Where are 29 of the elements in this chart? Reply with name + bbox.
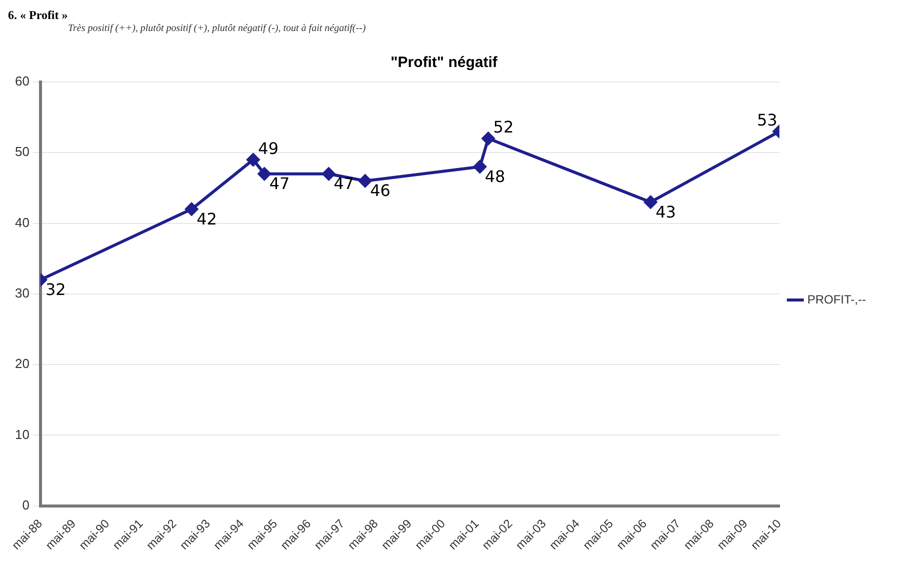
point bbox=[473, 160, 486, 174]
data-label: 49 bbox=[258, 138, 279, 158]
text: Très positif (++), plutôt positif (+), plutôt négatif (-), tout à fait négatif(--) bbox=[68, 23, 367, 34]
point bbox=[185, 202, 198, 216]
y-tick-label: 40 bbox=[14, 214, 30, 230]
data-label: 42 bbox=[196, 209, 217, 228]
y-tick-label: 20 bbox=[14, 356, 30, 372]
point bbox=[322, 167, 336, 180]
data-label: 48 bbox=[484, 166, 506, 186]
y-tick-label: 60 bbox=[14, 74, 30, 89]
point bbox=[644, 196, 658, 209]
data-label: 46 bbox=[370, 181, 390, 200]
data-label: 32 bbox=[45, 280, 66, 299]
y-tick-label: 50 bbox=[14, 144, 30, 160]
point bbox=[358, 174, 372, 188]
y-tick-label: 10 bbox=[14, 426, 30, 442]
text: 6. « Profit » bbox=[8, 8, 69, 23]
legend-label: PROFIT-,-- bbox=[807, 292, 866, 306]
data-label: 47 bbox=[334, 174, 354, 193]
data-label: 43 bbox=[656, 202, 676, 222]
y-tick-label: 30 bbox=[14, 286, 30, 301]
data-label: 53 bbox=[756, 110, 778, 130]
data-label: 47 bbox=[269, 174, 290, 193]
chart-title: "Profit" négatif bbox=[390, 54, 498, 72]
data-label: 52 bbox=[493, 118, 514, 137]
point bbox=[246, 153, 260, 166]
y-tick-label: 0 bbox=[22, 497, 30, 512]
point bbox=[482, 132, 495, 146]
point bbox=[258, 167, 271, 180]
